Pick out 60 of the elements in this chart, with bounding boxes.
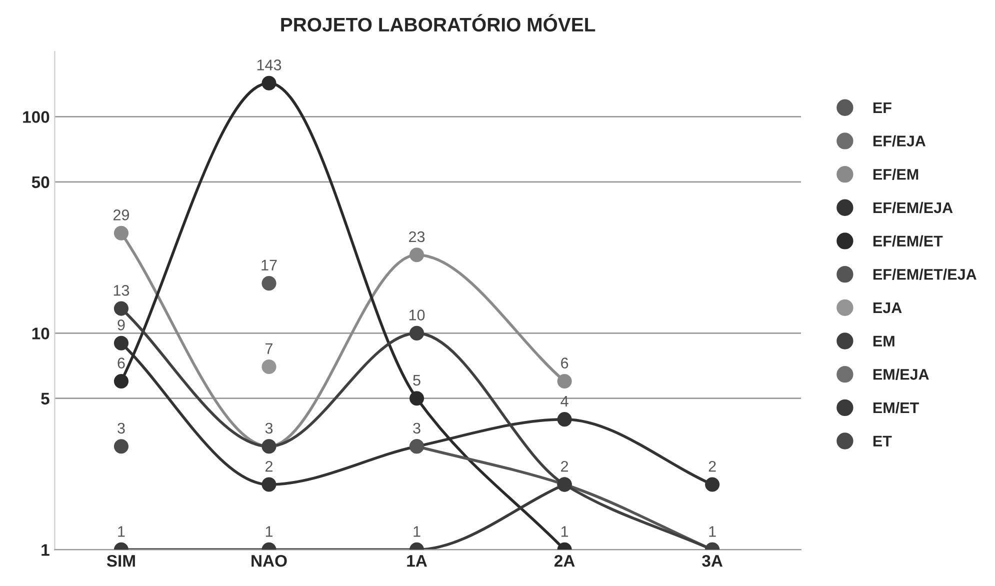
point: [114, 301, 129, 316]
data-label: 13: [114, 284, 130, 296]
point: [262, 276, 276, 291]
data-label: 7: [266, 343, 272, 354]
legend-label: EF/EM: [873, 168, 918, 180]
legend-label: EM/EJA: [873, 368, 929, 380]
legend-label: EF/EM/ET: [873, 235, 943, 247]
point: [114, 336, 129, 350]
y-tick-label: 10: [32, 328, 50, 340]
data-label: 2: [708, 460, 716, 472]
point: [409, 391, 424, 406]
point: [114, 439, 129, 454]
data-label: 3: [413, 422, 420, 434]
data-label: 2: [266, 460, 272, 472]
legend-label: EF/EJA: [873, 135, 926, 147]
data-label: 9: [118, 320, 125, 330]
point: [262, 477, 276, 492]
data-label: 1: [561, 526, 568, 537]
legend-label: EF/EM/ET/EJA: [873, 268, 976, 280]
point: [705, 477, 720, 492]
point: [557, 412, 572, 427]
point: [409, 326, 424, 340]
y-tick-label: 50: [32, 176, 50, 188]
data-label: 1: [266, 526, 272, 537]
point: [114, 226, 129, 240]
legend-label: EM/ET: [873, 402, 919, 414]
data-label: 3: [265, 422, 273, 434]
data-label: 3: [118, 422, 125, 434]
y-tick-label: 5: [41, 392, 50, 405]
data-label: 1: [414, 526, 420, 537]
legend-label: ET: [873, 436, 892, 446]
data-label: 5: [413, 374, 420, 386]
y-tick-label: 1: [42, 544, 50, 556]
x-tick-label: NAO: [252, 554, 287, 567]
data-label: 6: [118, 358, 125, 368]
data-label: 17: [262, 260, 277, 270]
data-label: 10: [409, 310, 425, 320]
data-label: 1: [709, 526, 716, 537]
data-label: 2: [561, 460, 568, 472]
x-tick-label: 2A: [554, 554, 575, 567]
point: [557, 374, 572, 389]
data-label: 4: [560, 396, 568, 406]
data-label: 143: [257, 60, 282, 70]
point: [409, 248, 424, 262]
x-tick-label: SIM: [106, 554, 135, 567]
data-label: 1: [118, 526, 125, 537]
legend-label: EJA: [873, 302, 902, 314]
point: [114, 374, 129, 389]
legend-label: EF: [873, 102, 892, 113]
data-label: 23: [409, 231, 425, 242]
x-tick-label: 3A: [702, 554, 723, 567]
y-tick-label: 100: [23, 111, 50, 123]
point: [262, 359, 276, 374]
data-label: 6: [561, 358, 568, 368]
legend-label: EM: [873, 336, 894, 346]
chart-title: PROJETO LABORATÓRIO MÓVEL: [281, 14, 596, 32]
x-tick-label: 1A: [407, 555, 427, 567]
legend-label: EF/EM/EJA: [873, 202, 953, 214]
data-label: 29: [113, 210, 129, 220]
point: [262, 76, 276, 90]
